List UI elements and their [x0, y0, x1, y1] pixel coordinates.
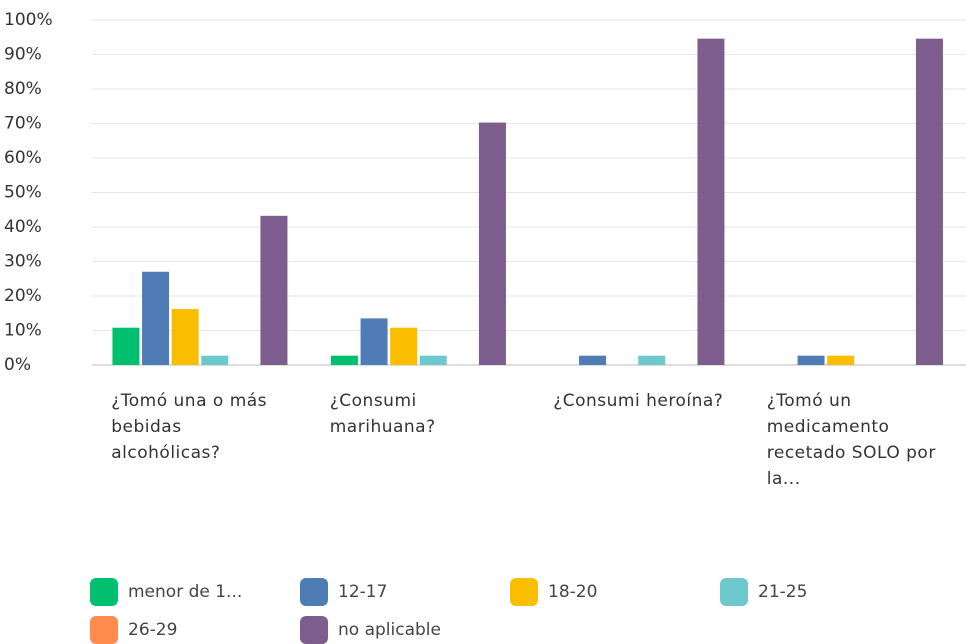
- y-tick-label: 20%: [4, 286, 42, 306]
- legend-item: 21-25: [720, 578, 807, 606]
- bar: [112, 327, 140, 365]
- legend-label: menor de 1...: [128, 582, 243, 602]
- bar: [579, 355, 607, 365]
- bar: [419, 355, 447, 365]
- legend-label: no aplicable: [338, 620, 441, 640]
- legend-item: menor de 1...: [90, 578, 242, 606]
- bar: [201, 355, 229, 365]
- x-tick-text: ¿Tomó un medicamento recetado SOLO por l…: [766, 391, 936, 489]
- legend-label: 12-17: [338, 582, 388, 602]
- x-tick-text: ¿Consumi marihuana?: [329, 391, 436, 437]
- bar: [915, 38, 943, 366]
- y-tick-label: 60%: [4, 148, 42, 168]
- x-tick-label: ¿Tomó una o más bebidas alcohólicas?: [101, 388, 301, 466]
- bar: [638, 355, 666, 365]
- bar: [827, 355, 855, 365]
- legend-label: 26-29: [128, 620, 178, 640]
- y-tick-label: 50%: [4, 183, 42, 203]
- y-tick-label: 10%: [4, 321, 42, 341]
- legend-label: 18-20: [548, 582, 598, 602]
- x-tick-text: ¿Consumi heroína?: [553, 391, 724, 411]
- bar: [171, 309, 199, 365]
- legend-item: no aplicable: [300, 616, 441, 644]
- y-tick-label: 100%: [4, 10, 53, 30]
- legend-swatch: [90, 616, 118, 644]
- y-tick-label: 30%: [4, 252, 42, 272]
- bar: [142, 271, 170, 365]
- legend-swatch: [300, 616, 328, 644]
- bar: [330, 355, 358, 365]
- y-tick-label: 80%: [4, 79, 42, 99]
- bar: [797, 355, 825, 365]
- x-tick-label: ¿Tomó un medicamento recetado SOLO por l…: [757, 388, 957, 492]
- legend-item: 26-29: [90, 616, 177, 644]
- x-tick-text: ¿Tomó una o más bebidas alcohólicas?: [111, 391, 268, 463]
- bar: [390, 327, 418, 365]
- legend-label: 21-25: [758, 582, 808, 602]
- x-tick-label: ¿Consumi heroína?: [538, 388, 738, 414]
- bar: [360, 318, 388, 365]
- legend-swatch: [720, 578, 748, 606]
- y-tick-label: 70%: [4, 114, 42, 134]
- y-tick-label: 0%: [4, 355, 31, 375]
- y-tick-label: 90%: [4, 45, 42, 65]
- legend-item: 18-20: [510, 578, 597, 606]
- bar: [260, 215, 288, 365]
- bar: [478, 122, 506, 365]
- y-tick-label: 40%: [4, 217, 42, 237]
- bar: [697, 38, 725, 366]
- legend-swatch: [90, 578, 118, 606]
- legend-swatch: [510, 578, 538, 606]
- legend-item: 12-17: [300, 578, 387, 606]
- legend-swatch: [300, 578, 328, 606]
- x-tick-label: ¿Consumi marihuana?: [320, 388, 520, 440]
